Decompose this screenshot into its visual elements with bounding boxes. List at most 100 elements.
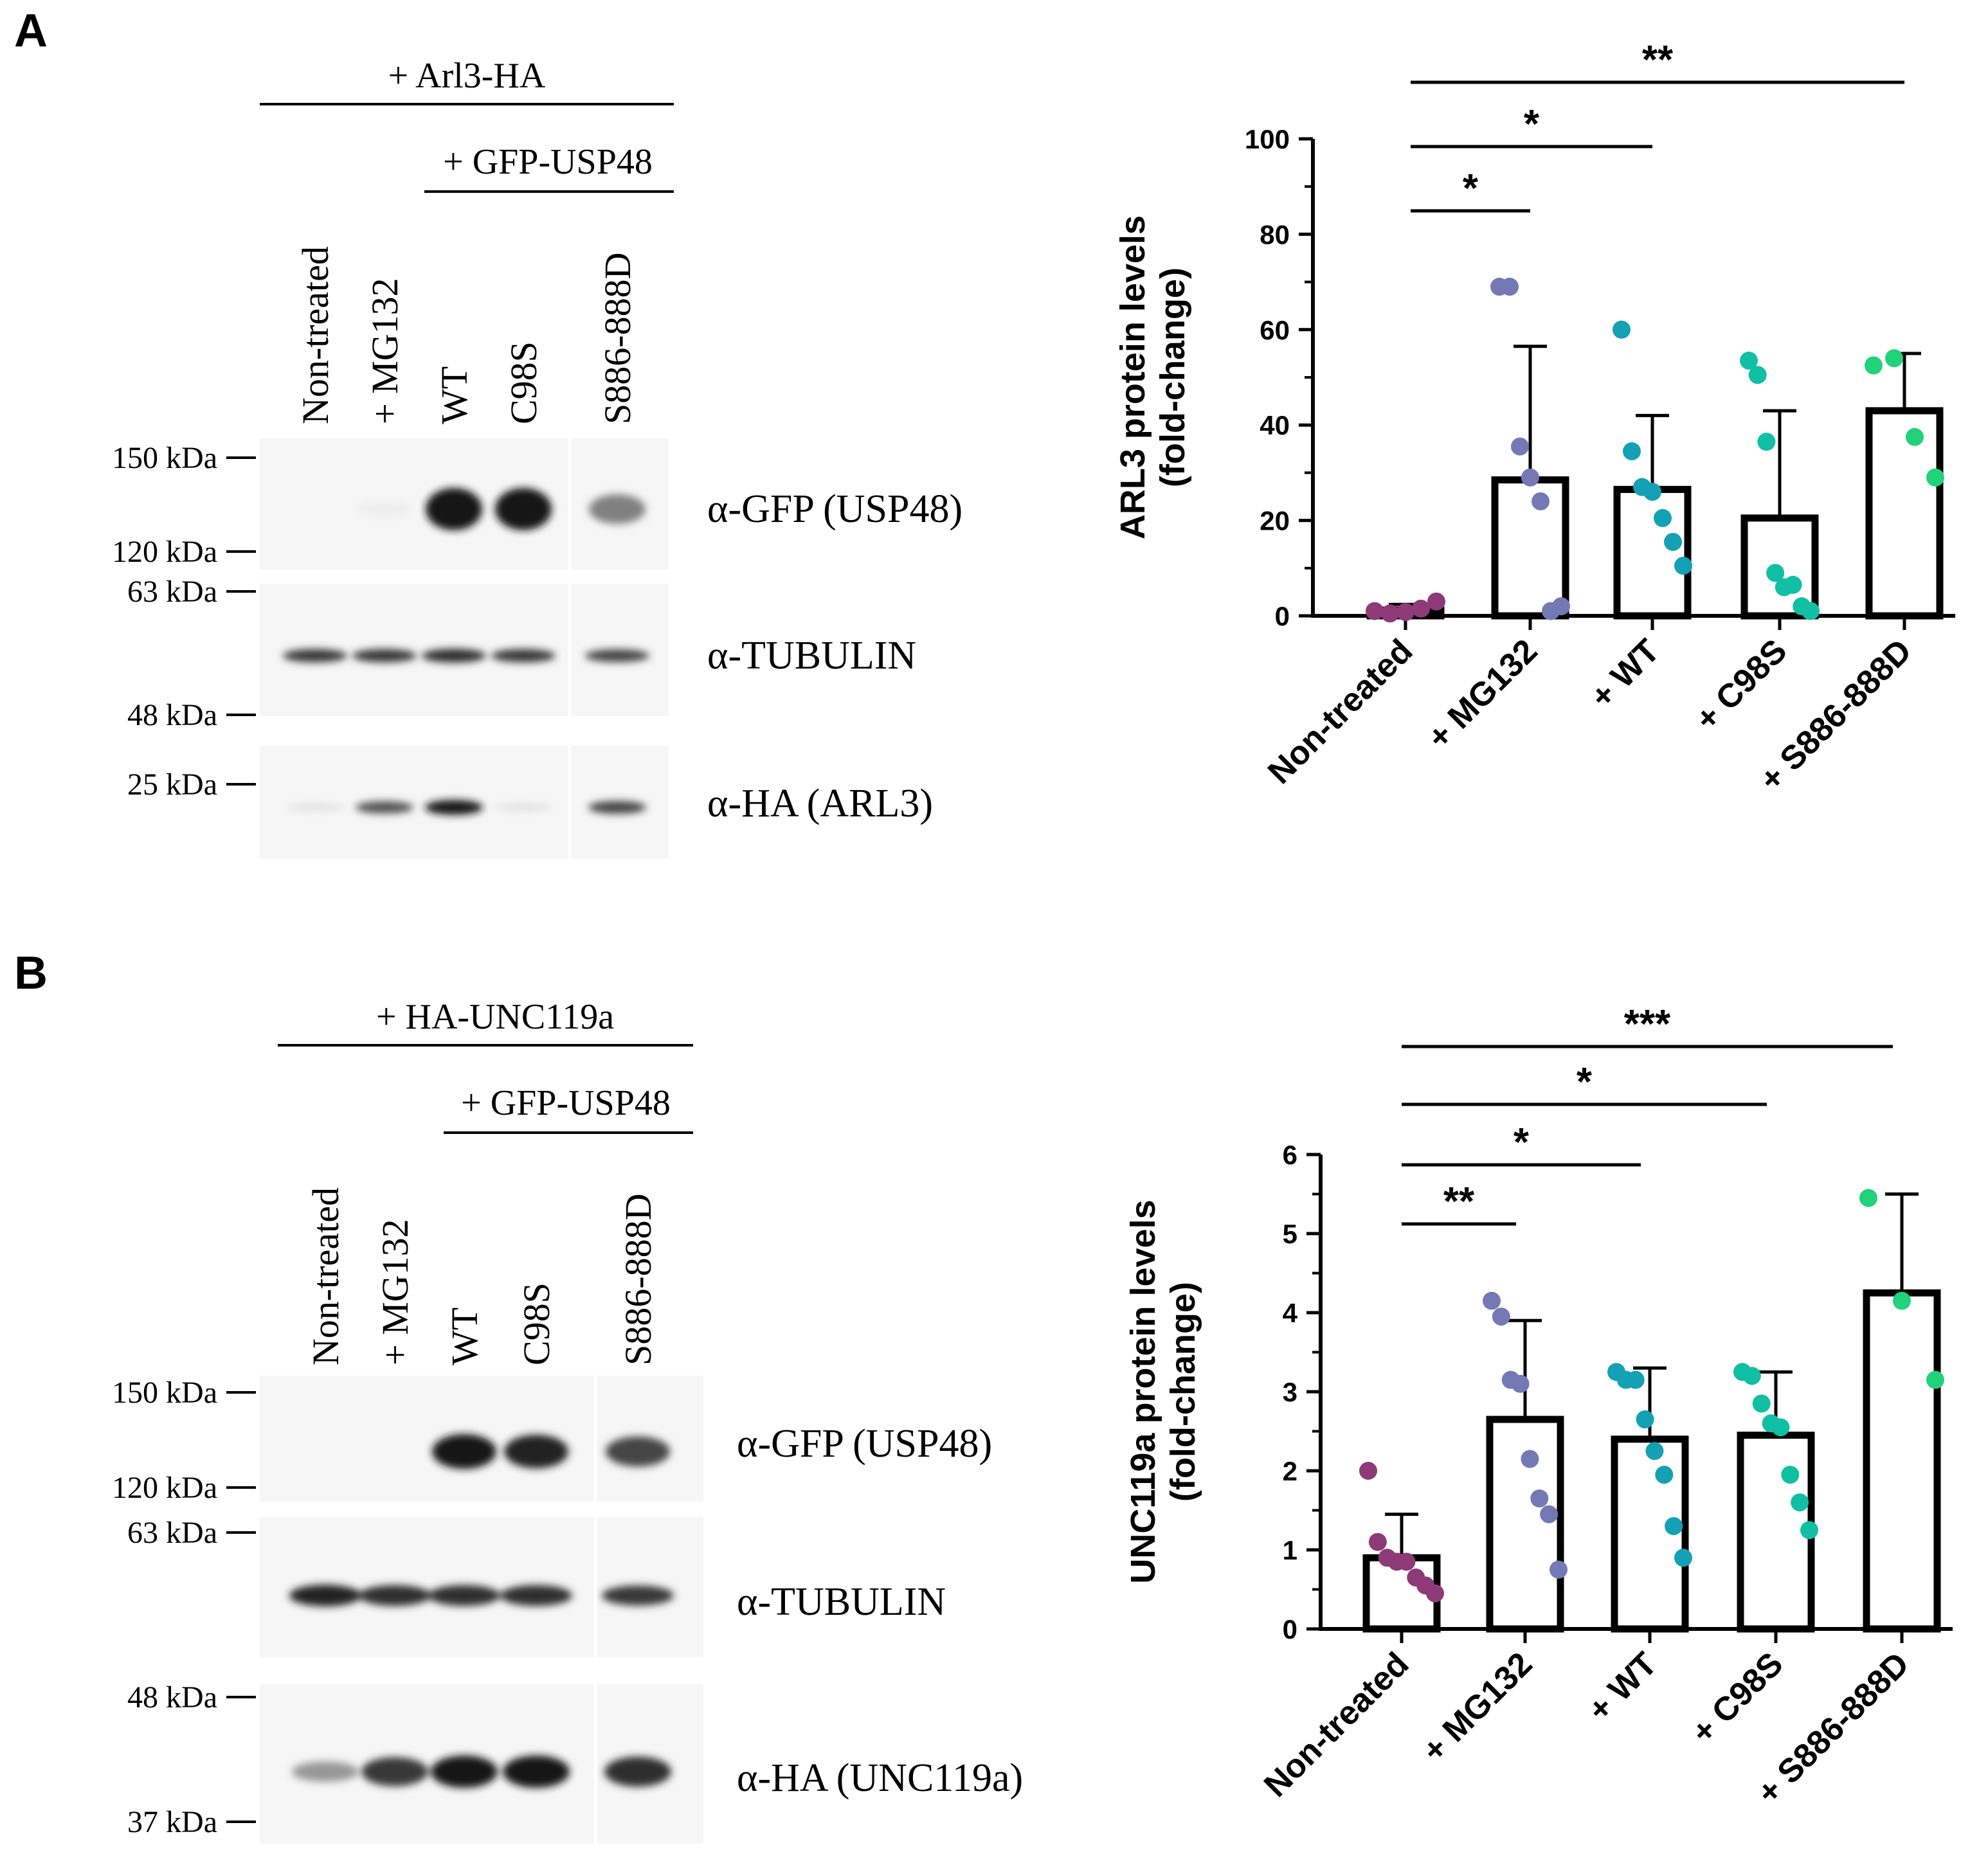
data-point (1511, 437, 1529, 456)
blot-band (426, 488, 482, 530)
blot-band (589, 494, 646, 524)
significance-label: * (1577, 1060, 1593, 1104)
data-point (1752, 1394, 1771, 1413)
lane-label: C98S (516, 1282, 557, 1365)
data-point (1926, 468, 1944, 487)
lane-label: Non-treated (294, 246, 336, 424)
data-point (1885, 349, 1903, 368)
x-tick-label: + C98S (1688, 632, 1794, 738)
data-point (1521, 468, 1539, 487)
data-point (1742, 1367, 1761, 1385)
band-group (292, 1755, 671, 1788)
antibody-label: α-TUBULIN (737, 1580, 946, 1624)
y-tick-label: 0 (1283, 1614, 1297, 1644)
bar (1613, 485, 1692, 620)
significance-label: ** (1642, 38, 1674, 82)
data-point (1613, 320, 1631, 339)
marker-label: 150 kDa (112, 1376, 217, 1410)
data-point (1766, 564, 1785, 582)
data-point (1757, 433, 1776, 451)
y-tick-label: 6 (1283, 1140, 1297, 1170)
blot-band (283, 649, 347, 663)
data-point (1412, 599, 1430, 618)
data-point (1800, 1521, 1818, 1540)
blot-a-row-ha: α-HA (ARL3) 25 kDa (127, 746, 933, 859)
bar (1865, 407, 1944, 620)
blot-band (361, 1757, 428, 1786)
lane-labels-b: Non-treated + MG132 WT C98S S886-888D (305, 1187, 659, 1365)
significance-label: ** (1443, 1180, 1475, 1224)
blot-b-row-tubulin: α-TUBULIN 63 kDa (127, 1516, 946, 1657)
subgroup-label-b: + GFP-USP48 (461, 1083, 671, 1123)
blot-band (352, 649, 417, 663)
marker-label: 48 kDa (127, 1680, 217, 1714)
blot-band (425, 800, 483, 815)
data-point (1926, 1371, 1944, 1389)
panel-b: B + HA-UNC119a + GFP-USP48 Non-treated + … (14, 948, 1953, 1844)
band-group (356, 488, 646, 530)
lane-label: Non-treated (305, 1187, 347, 1365)
data-point (1427, 592, 1445, 611)
significance-label: * (1463, 166, 1479, 211)
blot-band (606, 1436, 670, 1467)
x-tick-label: Non-treated (1257, 1645, 1416, 1804)
blot-band (422, 649, 486, 663)
bar (1863, 1289, 1941, 1633)
chart-b: 0 1 2 3 4 5 6 UNC119a protein levels (fold-chang… (1124, 1002, 1953, 1812)
data-point (1865, 356, 1883, 375)
data-point (1381, 604, 1399, 623)
antibody-label: α-GFP (USP48) (737, 1422, 992, 1466)
data-point (1530, 1489, 1549, 1508)
blot-band (431, 1755, 498, 1788)
data-point (1654, 508, 1672, 527)
data-point (1426, 1584, 1444, 1603)
band-group (289, 1585, 674, 1606)
blot-band (356, 501, 413, 517)
band-group (283, 649, 649, 663)
blot-a-row-gfp: α-GFP (USP48) 150 kDa 120 kDa (112, 438, 962, 570)
blot-a: + Arl3-HA + GFP-USP48 Non-treated + MG132… (112, 56, 962, 859)
x-tick-label: + WT (1581, 1645, 1665, 1729)
blot-band (432, 1434, 496, 1470)
data-point (1501, 278, 1519, 296)
group-label-b: + HA-UNC119a (376, 997, 614, 1037)
data-point (1623, 442, 1641, 461)
lane-label: C98S (503, 341, 545, 424)
data-point (1366, 602, 1384, 620)
antibody-label: α-TUBULIN (707, 634, 916, 678)
x-tick-label: + WT (1584, 632, 1667, 715)
lane-label: + MG132 (374, 1219, 416, 1365)
panel-label-b: B (14, 948, 48, 999)
data-point (1655, 1466, 1674, 1484)
x-tick-label: + MG132 (1420, 632, 1544, 756)
y-tick-label: 0 (1275, 601, 1290, 631)
panel-label-a: A (14, 5, 48, 57)
blot-b: + HA-UNC119a + GFP-USP48 Non-treated + MG… (112, 997, 1023, 1844)
data-point (1740, 352, 1758, 370)
data-point (1550, 1560, 1568, 1579)
data-point (1906, 427, 1924, 446)
data-point (1626, 1371, 1645, 1389)
blot-band (428, 1585, 500, 1606)
antibody-label: α-GFP (USP48) (707, 487, 962, 531)
blot-band (604, 1756, 671, 1787)
lane-label: WT (444, 1308, 485, 1365)
data-point (1483, 1291, 1501, 1310)
blot-band (356, 801, 413, 814)
panel-a: A + Arl3-HA + GFP-USP48 Non-treated + MG1… (14, 5, 1955, 859)
marker-label: 63 kDa (127, 1516, 217, 1550)
data-point (1492, 1308, 1510, 1326)
data-point (1748, 366, 1767, 384)
data-point (1521, 1450, 1539, 1468)
y-tick-label: 80 (1260, 219, 1290, 249)
group-label-a: + Arl3-HA (388, 56, 546, 96)
y-tick-label: 1 (1283, 1535, 1297, 1565)
bar (1491, 476, 1569, 620)
data-point (1636, 1410, 1654, 1429)
bar (1486, 1416, 1564, 1633)
lane-label: + MG132 (364, 278, 406, 424)
subgroup-label-a: + GFP-USP48 (443, 142, 653, 182)
blot-b-row-gfp: α-GFP (USP48) 150 kDa 120 kDa (112, 1376, 992, 1505)
blot-band (503, 1755, 570, 1788)
data-point (1368, 1533, 1387, 1551)
